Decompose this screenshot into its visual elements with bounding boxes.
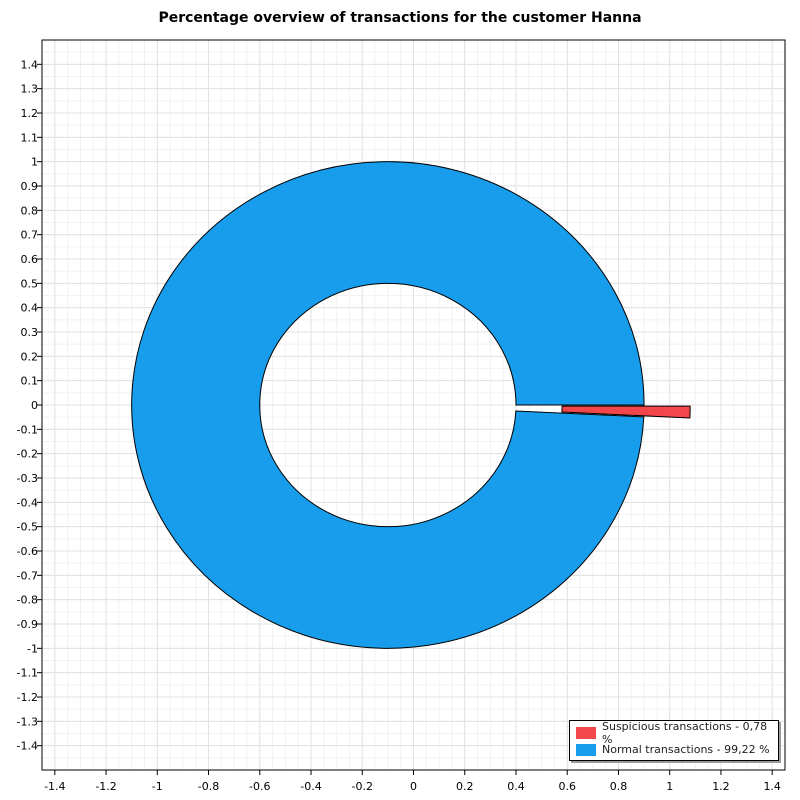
y-tick-label: -0.7 bbox=[17, 569, 38, 582]
y-tick-label: 0.3 bbox=[21, 326, 39, 339]
slice-suspicious bbox=[561, 405, 691, 419]
y-tick-label: -1.1 bbox=[17, 667, 38, 680]
donut-slices bbox=[131, 161, 691, 649]
y-tick-label: -1 bbox=[27, 642, 38, 655]
y-tick-label: 0 bbox=[31, 399, 38, 412]
y-tick-label: -0.8 bbox=[17, 594, 38, 607]
y-tick-label: 1.3 bbox=[21, 83, 39, 96]
y-tick-label: 1.4 bbox=[21, 58, 39, 71]
legend-item-normal: Normal transactions - 99,22 % bbox=[576, 741, 772, 758]
x-tick-label: 1.4 bbox=[763, 780, 781, 793]
x-tick-label: -0.2 bbox=[352, 780, 373, 793]
x-tick-label: -0.8 bbox=[198, 780, 219, 793]
x-tick-label: 1.2 bbox=[712, 780, 730, 793]
y-tick-label: -0.6 bbox=[17, 545, 38, 558]
y-tick-label: 1.2 bbox=[21, 107, 39, 120]
x-tick-label: 0.6 bbox=[558, 780, 576, 793]
y-tick-label: -0.9 bbox=[17, 618, 38, 631]
y-tick-label: -1.4 bbox=[17, 740, 38, 753]
y-tick-label: -0.2 bbox=[17, 448, 38, 461]
legend-item-suspicious: Suspicious transactions - 0,78 % bbox=[576, 720, 772, 746]
legend-label-suspicious: Suspicious transactions - 0,78 % bbox=[602, 719, 768, 746]
x-tick-label: -1.4 bbox=[44, 780, 65, 793]
y-tick-label: 0.4 bbox=[21, 302, 39, 315]
y-tick-label: -1.3 bbox=[17, 715, 38, 728]
x-tick-label: -0.6 bbox=[249, 780, 270, 793]
y-tick-label: 0.7 bbox=[21, 229, 39, 242]
legend-swatch-normal bbox=[576, 743, 596, 756]
x-tick-label: 0.4 bbox=[507, 780, 525, 793]
axes: -1.4 -1.2 -1 -0.8 -0.6 -0.4 -0.2 0 0.2 0.4 0.6 0.8 1… bbox=[17, 58, 781, 793]
x-tick-label: 0.2 bbox=[456, 780, 474, 793]
y-tick-label: 1 bbox=[31, 156, 38, 169]
y-tick-label: 0.9 bbox=[21, 180, 39, 193]
y-tick-label: 0.1 bbox=[21, 375, 39, 388]
y-tick-label: -1.2 bbox=[17, 691, 38, 704]
chart-title: Percentage overview of transactions for … bbox=[158, 10, 642, 26]
y-tick-label: -0.5 bbox=[17, 521, 38, 534]
grid-lines bbox=[41, 39, 786, 771]
y-tick-label: 1.1 bbox=[21, 131, 39, 144]
legend-swatch-suspicious bbox=[576, 726, 596, 739]
y-tick-label: 0.2 bbox=[21, 350, 39, 363]
y-tick-label: 0.8 bbox=[21, 204, 39, 217]
x-tick-label: 1 bbox=[666, 780, 673, 793]
x-tick-label: 0.8 bbox=[610, 780, 628, 793]
y-tick-label: 0.5 bbox=[21, 277, 39, 290]
x-tick-label: 0 bbox=[410, 780, 417, 793]
y-tick-label: 0.6 bbox=[21, 253, 39, 266]
y-tick-label: -0.3 bbox=[17, 472, 38, 485]
x-tick-label: -1.2 bbox=[95, 780, 116, 793]
legend-label-normal: Normal transactions - 99,22 % bbox=[602, 743, 770, 756]
x-tick-label: -1 bbox=[152, 780, 163, 793]
y-tick-label: -0.1 bbox=[17, 423, 38, 436]
slice-normal bbox=[131, 161, 645, 649]
x-tick-label: -0.4 bbox=[300, 780, 321, 793]
legend: Suspicious transactions - 0,78 % Normal … bbox=[569, 720, 779, 761]
y-tick-label: -0.4 bbox=[17, 496, 38, 509]
